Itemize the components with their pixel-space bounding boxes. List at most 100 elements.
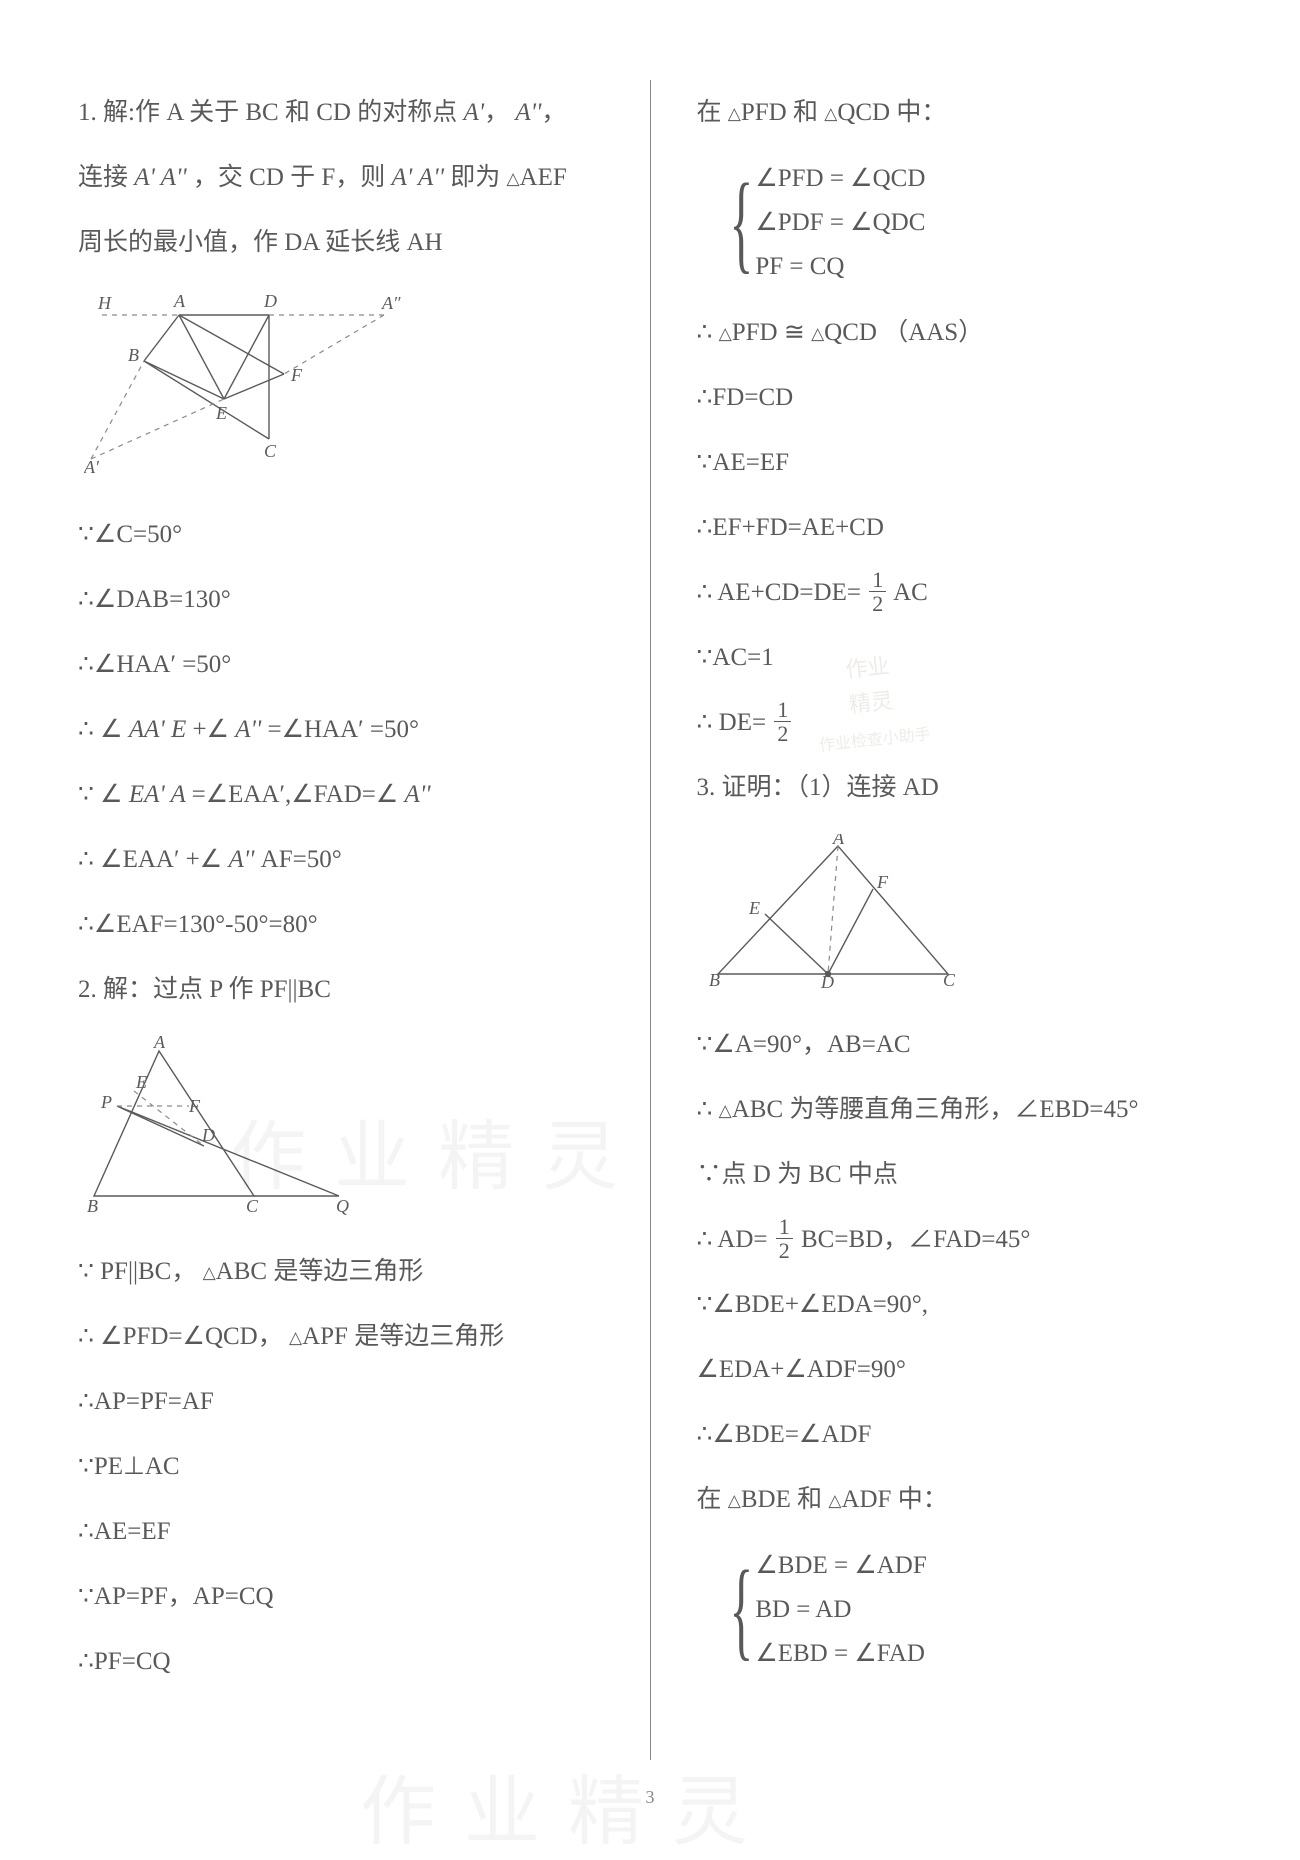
lbl: Q [336, 1196, 349, 1216]
lbl: B [709, 970, 720, 989]
text: BDE [741, 1486, 791, 1513]
text: 在 [697, 99, 722, 126]
text-italic: A'' [235, 716, 267, 743]
step: FD=CD [697, 365, 1223, 430]
lbl: F [188, 1096, 201, 1116]
step: ∠PFD=∠QCD， △APF 是等边三角形 [78, 1304, 604, 1369]
text: ∠PFD=∠QCD， [100, 1323, 283, 1350]
text: 中： [896, 99, 946, 126]
figure-q3-svg: A F E B D C [703, 834, 963, 989]
r1: 在 △PFD 和 △QCD 中： [697, 80, 1223, 145]
figure-q1: H A D A″ B F E C A′ [84, 289, 604, 484]
step: EF+FD=AE+CD [697, 495, 1223, 560]
lbl: A [173, 291, 186, 311]
text: =∠EAA′,∠FAD=∠ [192, 781, 399, 808]
text: ，交 CD 于 F，则 [193, 164, 385, 191]
text: 中： [898, 1486, 948, 1513]
triangle-icon: △ [506, 169, 519, 188]
text: 和 [797, 1486, 822, 1513]
text-italic: EA' A [129, 781, 192, 808]
eq: BD = AD [755, 1588, 926, 1632]
text: AD= [717, 1226, 767, 1253]
text: （AAS） [883, 319, 983, 346]
lbl: A [153, 1036, 166, 1052]
step: AP=PF，AP=CQ [78, 1564, 604, 1629]
triangle-icon: △ [824, 104, 837, 123]
text: ∠EDA+∠ADF=90° [697, 1356, 906, 1383]
eq: ∠PFD = ∠QCD [755, 157, 925, 201]
text: ∠EAA′ +∠ [100, 846, 222, 873]
text: AE=EF [712, 449, 789, 476]
triangle-icon: △ [728, 104, 741, 123]
triangle-icon: △ [203, 1263, 216, 1282]
step: ∠ AA' E +∠ A'' =∠HAA′ =50° [78, 697, 604, 762]
lbl: P [100, 1092, 112, 1112]
step: PF||BC， △ABC 是等边三角形 [78, 1239, 604, 1304]
step: ∠HAA′ =50° [78, 632, 604, 697]
text: BC=BD，∠FAD=45° [801, 1226, 1030, 1253]
figure-q2-svg: A E P F D B C Q [84, 1036, 374, 1216]
lbl: B [128, 345, 139, 365]
step: △PFD ≅ △QCD （AAS） [697, 300, 1223, 365]
numerator: 1 [776, 1215, 793, 1239]
text-italic: A'' [405, 781, 431, 808]
left-column: 1. 解:作 A 关于 BC 和 CD 的对称点 A'， A''， 连接 A' … [70, 80, 651, 1760]
brace-system-2: { ∠BDE = ∠ADF BD = AD ∠EBD = ∠FAD [715, 1544, 1223, 1675]
text: 即为 [450, 164, 500, 191]
page-number: 3 [646, 1787, 655, 1808]
fraction: 1 2 [774, 698, 791, 745]
denominator: 2 [774, 722, 791, 745]
text: PF=CQ [94, 1648, 171, 1675]
step: AE=EF [697, 430, 1223, 495]
fraction: 1 2 [776, 1215, 793, 1262]
text: 2. 解：过点 P 作 PF||BC [78, 976, 331, 1003]
text: ABC [216, 1258, 267, 1285]
text: ∠DAB=130° [94, 586, 231, 613]
denominator: 2 [869, 592, 886, 615]
text: PFD [741, 99, 787, 126]
lbl: B [87, 1196, 98, 1216]
text: AEF [520, 164, 567, 191]
text: ∠A=90°，AB=AC [712, 1031, 910, 1058]
brace-lines: ∠PFD = ∠QCD ∠PDF = ∠QDC PF = CQ [755, 157, 925, 288]
text: ∠ [100, 781, 122, 808]
step: PF=CQ [78, 1629, 604, 1694]
right-column: 在 △PFD 和 △QCD 中： { ∠PFD = ∠QCD ∠PDF = ∠Q… [651, 80, 1231, 1760]
lbl: H [97, 293, 112, 313]
step: AP=PF=AF [78, 1369, 604, 1434]
r16: 在 △BDE 和 △ADF 中： [697, 1467, 1223, 1532]
text: AC [893, 579, 928, 606]
text-italic: AA' E [129, 716, 193, 743]
q1-line1: 1. 解:作 A 关于 BC 和 CD 的对称点 A'， A''， [78, 80, 604, 145]
step: 点 D 为 BC 中点 [697, 1142, 1223, 1207]
lbl: C [264, 441, 277, 461]
lbl: A′ [84, 457, 100, 477]
q1-line2: 连接 A' A'' ，交 CD 于 F，则 A' A'' 即为 △AEF [78, 145, 604, 210]
eq: ∠PDF = ∠QDC [755, 201, 925, 245]
step: ∠C=50° [78, 502, 604, 567]
eq: ∠BDE = ∠ADF [755, 1544, 926, 1588]
denominator: 2 [776, 1239, 793, 1262]
text: ∠HAA′ =50° [94, 651, 231, 678]
text: QCD [824, 319, 877, 346]
text: AE+CD=DE= [717, 579, 861, 606]
triangle-icon: △ [719, 1101, 732, 1120]
text: ∠ [100, 716, 122, 743]
text: AF=50° [261, 846, 342, 873]
text: 是等边三角形 [273, 1258, 423, 1285]
lbl: F [290, 365, 303, 385]
left-brace-icon: { [729, 173, 753, 272]
lbl: F [876, 872, 889, 892]
q1-line3: 周长的最小值，作 DA 延长线 AH [78, 210, 604, 275]
two-column-layout: 1. 解:作 A 关于 BC 和 CD 的对称点 A'， A''， 连接 A' … [70, 80, 1230, 1760]
text: QCD [837, 99, 890, 126]
step: AD= 1 2 BC=BD，∠FAD=45° [697, 1207, 1223, 1272]
step: ∠EAF=130°-50°=80° [78, 892, 604, 957]
triangle-icon: △ [728, 1491, 741, 1510]
lbl: C [943, 970, 956, 989]
step: ∠DAB=130° [78, 567, 604, 632]
left-brace-icon: { [729, 1560, 753, 1659]
brace-system-1: { ∠PFD = ∠QCD ∠PDF = ∠QDC PF = CQ [715, 157, 1223, 288]
step: ∠EAA′ +∠ A'' AF=50° [78, 827, 604, 892]
text: APF [302, 1323, 348, 1350]
